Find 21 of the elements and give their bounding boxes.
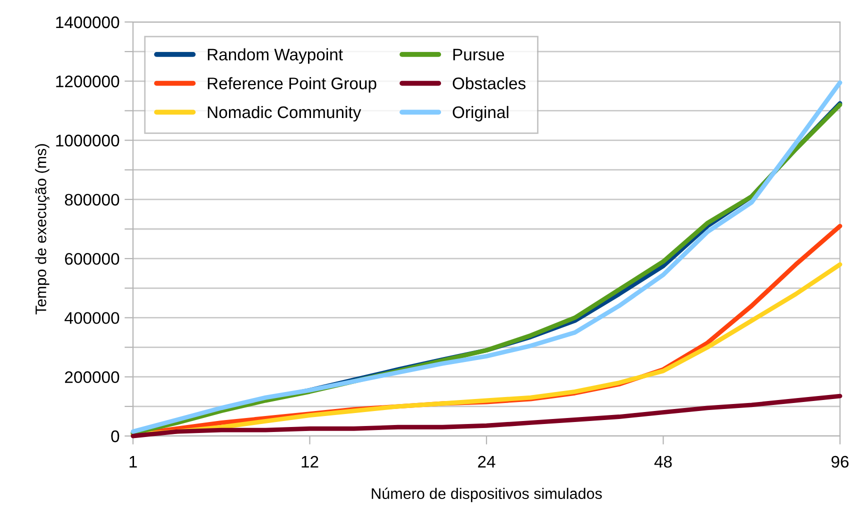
legend-label: Reference Point Group	[208, 77, 376, 93]
y-tick-label: 200000	[65, 371, 120, 384]
y-tick-label: 400000	[64, 312, 120, 324]
y-tick-label: 0	[111, 430, 120, 442]
y-tick-label: 800000	[64, 194, 120, 206]
x-tick-label: 48	[654, 456, 672, 468]
y-tick-label: 1200000	[56, 76, 120, 88]
y-tick-label: 600000	[65, 252, 120, 265]
legend-label: Original	[452, 106, 508, 122]
x-tick-label: 12	[302, 456, 318, 468]
x-tick-label: 1	[130, 456, 137, 468]
y-tick-label: 1400000	[56, 16, 120, 28]
y-axis-title: Tempo de execução (ms)	[35, 144, 50, 314]
x-tick-label: 24	[478, 456, 496, 468]
x-tick-label: 96	[832, 456, 849, 468]
legend-label: Random Waypoint	[208, 48, 343, 64]
legend-label: Obstacles	[452, 77, 526, 90]
legend-label: Pursue	[453, 48, 504, 60]
y-tick-label: 1000000	[56, 134, 120, 146]
x-axis-title: Número de dispositivos simulados	[372, 488, 602, 502]
legend-label: Nomadic Community	[208, 106, 362, 122]
